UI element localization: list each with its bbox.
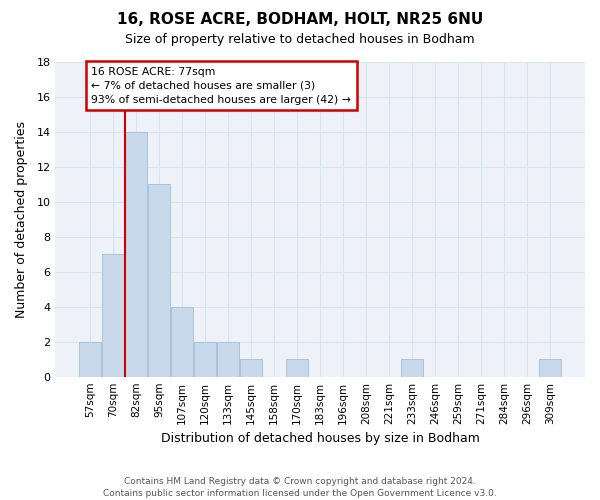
Text: Size of property relative to detached houses in Bodham: Size of property relative to detached ho… [125,32,475,46]
X-axis label: Distribution of detached houses by size in Bodham: Distribution of detached houses by size … [161,432,479,445]
Bar [217,342,239,376]
Bar [240,359,262,376]
Text: 16 ROSE ACRE: 77sqm
← 7% of detached houses are smaller (3)
93% of semi-detached: 16 ROSE ACRE: 77sqm ← 7% of detached hou… [91,67,352,105]
Bar [125,132,147,376]
Bar [194,342,216,376]
Bar [401,359,423,376]
Bar [103,254,124,376]
Bar [79,342,101,376]
Y-axis label: Number of detached properties: Number of detached properties [15,120,28,318]
Text: Contains HM Land Registry data © Crown copyright and database right 2024.
Contai: Contains HM Land Registry data © Crown c… [103,476,497,498]
Bar [148,184,170,376]
Bar [286,359,308,376]
Bar [539,359,561,376]
Bar [172,306,193,376]
Text: 16, ROSE ACRE, BODHAM, HOLT, NR25 6NU: 16, ROSE ACRE, BODHAM, HOLT, NR25 6NU [117,12,483,28]
